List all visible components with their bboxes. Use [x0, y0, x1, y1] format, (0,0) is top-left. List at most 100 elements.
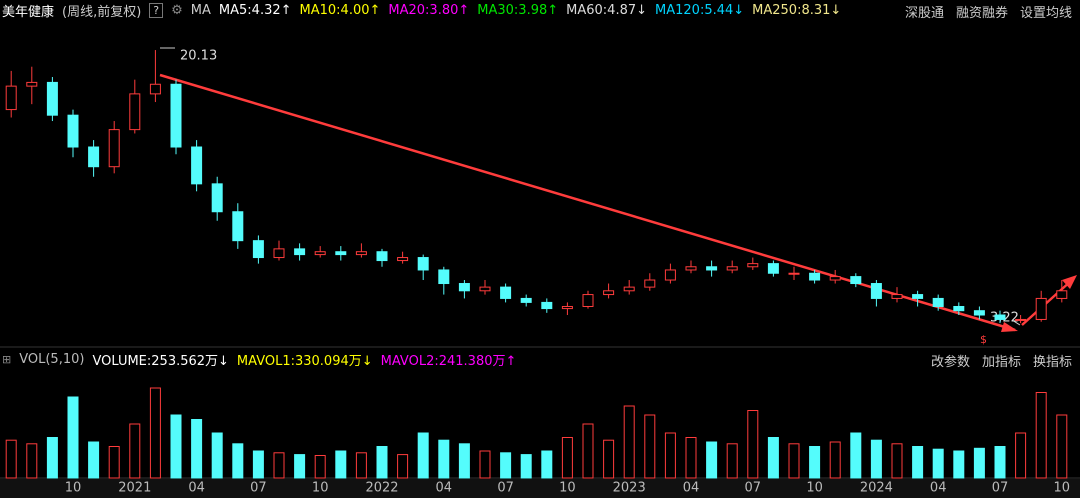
- candle-body: [149, 83, 161, 95]
- volume-bar: [129, 423, 141, 479]
- volume-legend: VOLUME:253.562万↓: [92, 353, 229, 369]
- volume-bar: [232, 443, 244, 479]
- volume-bar: [170, 414, 182, 479]
- volume-bar: [644, 414, 656, 479]
- candle-body: [541, 301, 553, 310]
- candle-body: [252, 240, 264, 259]
- candle-body: [273, 248, 285, 259]
- volume-bar: [932, 448, 944, 479]
- volume-bar: [973, 447, 985, 479]
- candle-body: [582, 294, 594, 307]
- x-tick-label: 04: [930, 481, 947, 496]
- candle-body: [953, 305, 965, 312]
- leader-line: [1011, 319, 1021, 326]
- candle-body: [397, 257, 409, 262]
- candle-body: [685, 266, 697, 271]
- candle-body: [561, 305, 573, 310]
- volume-bar: [685, 437, 697, 479]
- ma-legend: MA60:4.87↓: [566, 2, 648, 18]
- candle-body: [376, 251, 388, 262]
- gear-icon[interactable]: ⚙: [171, 2, 183, 18]
- x-tick-label: 2022: [365, 481, 398, 496]
- x-axis-bar: [0, 479, 1080, 498]
- volume-bar: [520, 454, 532, 479]
- candle-body: [479, 286, 491, 292]
- volume-buttons: 改参数 加指标 换指标: [931, 351, 1072, 370]
- volume-bar: [603, 439, 615, 479]
- ma-label: MA: [190, 2, 211, 18]
- volume-bar: [397, 454, 409, 479]
- x-tick-label: 07: [497, 481, 514, 496]
- candle-body: [458, 283, 470, 292]
- volume-bar: [376, 446, 388, 479]
- stock-name: 美年健康: [2, 4, 55, 20]
- candle-body: [912, 294, 924, 299]
- candle-body: [788, 272, 800, 275]
- volume-bar: [149, 387, 161, 479]
- candle-body: [88, 146, 100, 168]
- trend-line: [1021, 279, 1073, 326]
- candle-body: [438, 269, 450, 285]
- volume-bar: [706, 441, 718, 479]
- volume-bar: [46, 437, 58, 479]
- candle-body: [1056, 290, 1068, 299]
- volume-bar: [314, 455, 326, 479]
- candle-body: [664, 269, 676, 281]
- x-tick-label: 10: [312, 481, 329, 496]
- candle-body: [335, 251, 347, 256]
- volume-bar: [438, 439, 450, 479]
- candle-body: [129, 93, 141, 131]
- candle-body: [973, 310, 985, 316]
- candle-body: [994, 314, 1006, 320]
- candle-body: [706, 266, 718, 271]
- volume-legend: MAVOL2:241.380万↑: [380, 353, 517, 369]
- candle-body: [870, 283, 882, 299]
- candle-body: [314, 251, 326, 256]
- volume-bar: [67, 396, 79, 479]
- candle-body: [500, 286, 512, 299]
- volume-bar: [788, 443, 800, 479]
- volume-bar: [26, 443, 38, 479]
- volume-legend: VOL(5,10): [19, 351, 85, 367]
- volume-button[interactable]: 改参数: [930, 355, 970, 370]
- x-tick-label: 07: [992, 481, 1009, 496]
- candle-body: [417, 257, 429, 271]
- candle-body: [211, 183, 223, 213]
- volume-button[interactable]: 换指标: [1032, 355, 1072, 370]
- arrow-head: [1062, 275, 1077, 289]
- volume-bar: [191, 419, 203, 479]
- volume-button[interactable]: 加指标: [981, 355, 1021, 370]
- candle-body: [726, 266, 738, 271]
- candle-body: [623, 286, 635, 292]
- x-tick-label: 04: [683, 481, 700, 496]
- volume-bar: [809, 446, 821, 479]
- help[interactable]: ?: [149, 2, 164, 18]
- candle-body: [294, 248, 306, 256]
- volume-bar: [1015, 432, 1027, 479]
- volume-bar: [88, 441, 100, 479]
- x-tick-label: 10: [559, 481, 576, 496]
- header-button[interactable]: 融资融券: [955, 6, 1008, 21]
- volume-bar: [953, 450, 965, 479]
- candle-body: [603, 290, 615, 296]
- header-button[interactable]: 深股通: [904, 6, 944, 21]
- candle-body: [829, 276, 841, 281]
- collapse-icon[interactable]: ⊞: [2, 352, 12, 366]
- volume-bar: [850, 432, 862, 479]
- candle-body: [108, 129, 120, 168]
- candle-body: [232, 211, 244, 242]
- volume-bar: [355, 452, 367, 479]
- candle-body: [67, 114, 79, 148]
- volume-bar: [252, 450, 264, 479]
- x-tick-label: 2024: [860, 481, 893, 496]
- candle-body: [747, 263, 759, 268]
- volume-header: ⊞ VOL(5,10) VOLUME:253.562万↓ MAVOL1:330.09…: [0, 349, 516, 369]
- candle-body: [26, 81, 38, 87]
- volume-bar: [479, 450, 491, 479]
- candle-body: [1035, 297, 1047, 320]
- header-button[interactable]: 设置均线: [1019, 6, 1072, 21]
- volume-bar: [561, 437, 573, 479]
- volume-bar: [870, 439, 882, 479]
- candle-body: [891, 294, 903, 299]
